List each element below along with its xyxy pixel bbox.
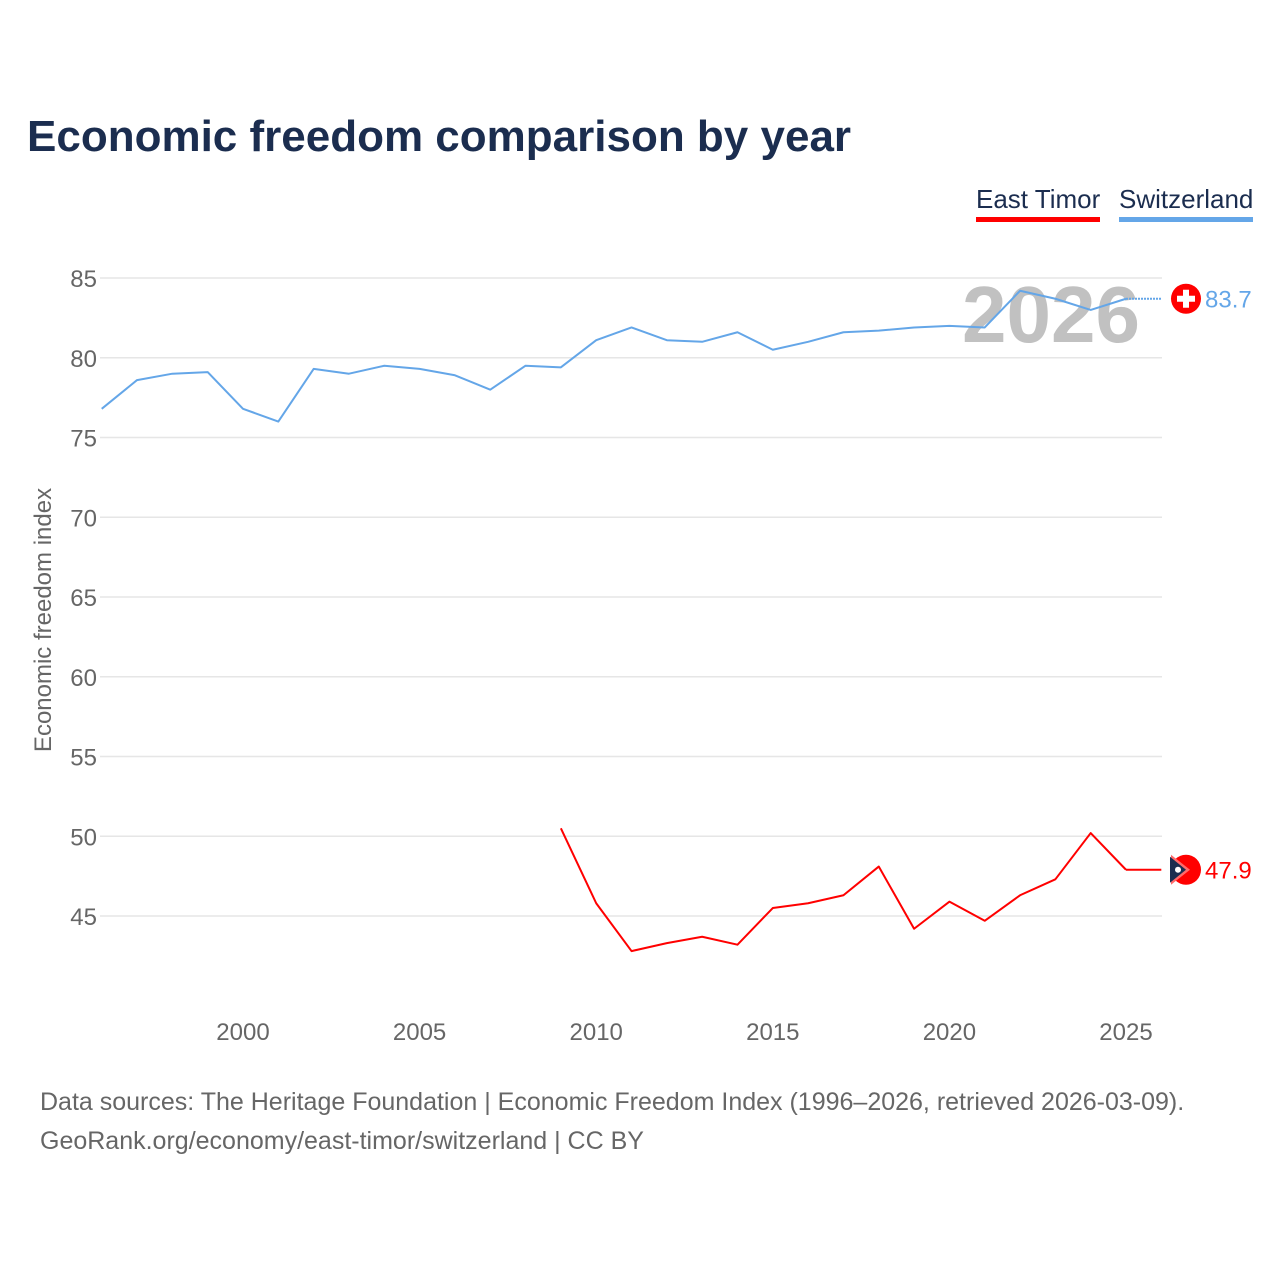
x-tick-label: 2020 [923,1019,976,1046]
data-point [417,366,423,372]
data-point [275,419,281,425]
data-point [876,864,882,870]
year-watermark: 2026 [962,270,1140,359]
data-point [99,406,105,412]
y-tick-label: 85 [70,266,97,293]
data-point [840,329,846,335]
data-point [946,323,952,329]
x-tick-label: 2010 [570,1019,623,1046]
data-point [381,363,387,369]
data-point [523,363,529,369]
x-tick-label: 2025 [1099,1019,1152,1046]
footer-sources: Data sources: The Heritage Foundation | … [40,1088,1185,1116]
data-point [1052,296,1058,302]
flag-star [1175,866,1181,873]
data-point [593,900,599,906]
data-point [134,377,140,383]
data-point [911,926,917,932]
data-point [1123,296,1129,302]
data-point [1088,307,1094,313]
data-point [734,329,740,335]
y-tick-label: 80 [70,346,97,373]
data-point [770,905,776,911]
data-point [664,940,670,946]
data-point [805,339,811,345]
data-point [487,387,493,393]
y-axis-label: Economic freedom index [30,488,57,752]
data-point [1052,876,1058,882]
footer-link[interactable]: GeoRank.org/economy/east-timor/switzerla… [40,1127,644,1155]
data-point [1017,892,1023,898]
y-tick-label: 50 [70,824,97,851]
y-tick-label: 65 [70,585,97,612]
switzerland-flag-icon [1171,283,1201,314]
data-point [1088,830,1094,836]
data-point [946,899,952,905]
data-point [558,364,564,370]
data-point [982,918,988,924]
data-point [805,900,811,906]
data-point [770,347,776,353]
legend-east-timor[interactable]: East Timor [976,184,1101,222]
data-point [699,339,705,345]
data-point [452,372,458,378]
data-point [876,328,882,334]
end-value-label: 47.9 [1205,858,1252,885]
series-line-switzerland [101,289,1127,423]
x-tick-label: 2015 [746,1019,799,1046]
y-tick-label: 60 [70,665,97,692]
data-point [840,892,846,898]
x-tick-label: 2005 [393,1019,446,1046]
data-point [205,369,211,375]
data-point [982,324,988,330]
y-tick-label: 70 [70,505,97,532]
data-point [1158,296,1164,302]
data-point [911,324,917,330]
data-point [311,366,317,372]
data-point [169,371,175,377]
east-timor-flag-icon [1170,854,1201,885]
data-point [240,406,246,412]
data-point [1123,867,1129,873]
flag-cross [1177,295,1195,302]
y-tick-label: 75 [70,426,97,453]
x-tick-label: 2000 [216,1019,269,1046]
chart-title: Economic freedom comparison by year [27,112,852,161]
data-point [558,825,564,831]
legend-switzerland[interactable]: Switzerland [1119,184,1254,222]
end-value-label: 83.7 [1205,287,1252,314]
y-tick-label: 55 [70,745,97,772]
y-tick-label: 45 [70,904,97,931]
data-point [593,337,599,343]
data-point [1017,288,1023,294]
data-point [629,948,635,954]
data-point [699,934,705,940]
series-line-east-timor [559,827,1127,953]
data-point [346,371,352,377]
data-point [664,337,670,343]
data-point [1158,867,1164,873]
data-point [629,324,635,330]
data-point [734,942,740,948]
